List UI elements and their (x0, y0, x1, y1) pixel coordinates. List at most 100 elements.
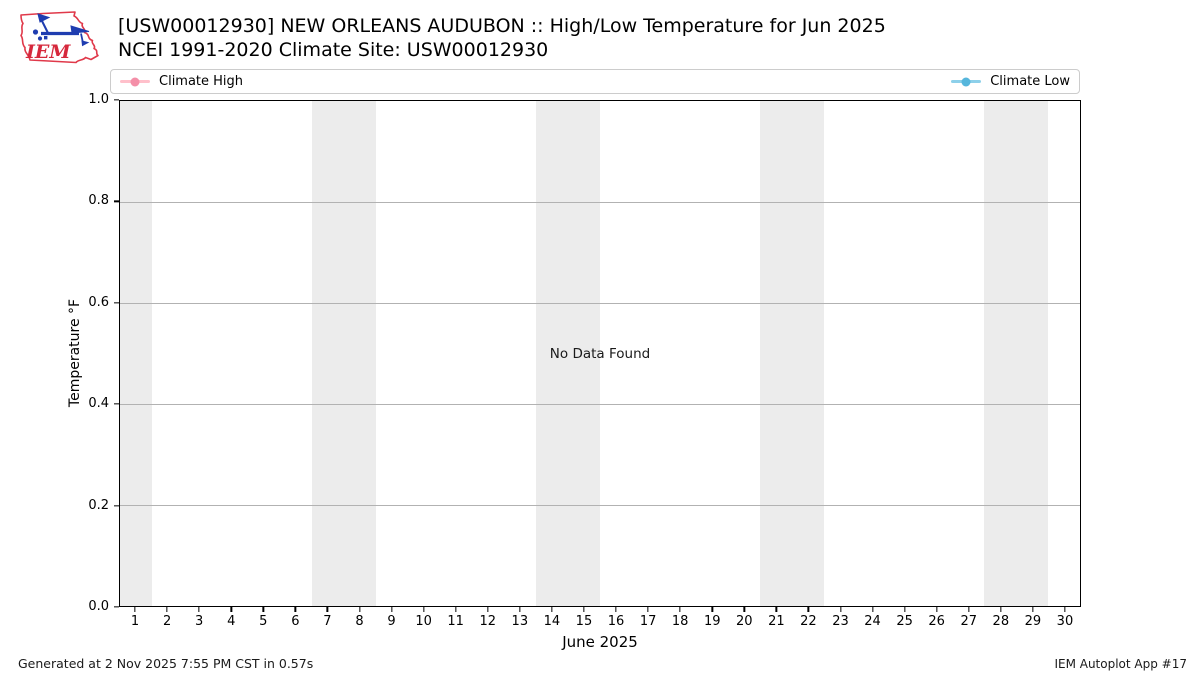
x-tick-label: 7 (323, 614, 332, 629)
y-tick-label: 1.0 (88, 92, 109, 107)
x-axis: 1 2 3 4 5 6 7 8 9 10 11 12 13 14 15 16 17 18 19 20 21 22 23 24 2… (119, 607, 1081, 637)
iowa-outline (20, 11, 99, 64)
x-tick-mark (230, 607, 232, 612)
x-tick-mark (166, 607, 168, 612)
x-tick-mark (134, 607, 136, 612)
iem-logo: IEM (20, 11, 99, 64)
x-tick-label: 9 (387, 614, 396, 629)
x-tick-mark (871, 607, 874, 612)
y-gridline (120, 202, 1080, 203)
x-tick-label: 28 (992, 614, 1010, 629)
x-tick-mark (615, 607, 617, 612)
x-tick-label: 20 (736, 614, 753, 629)
x-tick-label: 15 (575, 614, 593, 629)
x-tick-mark (936, 607, 938, 612)
y-tick-label: 0.4 (88, 396, 109, 412)
x-tick-label: 29 (1024, 614, 1042, 629)
legend-dot-marker-icon (961, 77, 971, 86)
x-tick-label: 27 (960, 614, 978, 629)
weekend-band (120, 101, 152, 606)
x-tick-mark (839, 607, 842, 612)
x-tick-label: 2 (162, 614, 172, 629)
weekend-band (984, 101, 1048, 606)
y-tick-mark (114, 504, 119, 507)
legend-line-marker-icon (120, 77, 150, 86)
x-tick-mark (807, 607, 810, 612)
x-tick-label: 14 (543, 614, 561, 629)
x-tick-label: 25 (896, 614, 913, 629)
x-tick-label: 22 (800, 614, 817, 629)
x-tick-label: 11 (447, 614, 464, 629)
x-tick-label: 24 (864, 614, 881, 629)
legend-line-marker-icon (951, 77, 982, 86)
y-tick-mark (114, 403, 119, 405)
x-tick-label: 19 (703, 614, 721, 629)
x-tick-label: 10 (415, 614, 432, 629)
y-tick-mark (114, 200, 119, 203)
chart-subtitle: NCEI 1991-2020 Climate Site: USW00012930 (118, 39, 549, 61)
x-tick-mark (743, 607, 745, 612)
legend-label: Climate Low (990, 74, 1070, 89)
x-tick-mark (551, 607, 553, 612)
x-tick-mark (647, 607, 649, 612)
y-tick-label: 0.0 (88, 599, 109, 614)
x-tick-mark (968, 607, 970, 612)
x-tick-label: 1 (130, 614, 140, 629)
x-tick-label: 23 (832, 614, 849, 629)
x-tick-mark (198, 607, 200, 612)
y-tick-mark (114, 606, 119, 608)
x-tick-label: 4 (227, 614, 236, 629)
x-axis-label: June 2025 (562, 633, 638, 651)
x-tick-label: 16 (607, 614, 625, 629)
x-tick-mark (583, 607, 585, 612)
x-tick-label: 18 (671, 614, 689, 629)
iem-logo-text: IEM (25, 41, 71, 63)
x-tick-mark (775, 607, 778, 612)
x-tick-mark (358, 607, 361, 612)
legend-label: Climate High (159, 74, 244, 89)
weather-vane-icon (32, 13, 90, 47)
x-tick-label: 17 (639, 614, 657, 629)
x-tick-mark (1064, 607, 1066, 612)
plot-area: No Data Found (119, 100, 1081, 607)
weekend-band (536, 101, 600, 606)
x-tick-mark (679, 607, 681, 612)
x-tick-mark (519, 607, 521, 612)
y-tick-label: 0.2 (88, 497, 109, 513)
x-tick-mark (1000, 607, 1002, 612)
legend-dot-marker-icon (130, 77, 140, 86)
y-gridline (120, 303, 1080, 304)
y-tick-label: 0.8 (88, 193, 109, 209)
x-tick-label: 3 (195, 614, 204, 629)
x-tick-label: 6 (291, 614, 300, 629)
x-tick-mark (390, 607, 393, 612)
legend-item-climate-high: Climate High (120, 74, 243, 89)
app-credit-text: IEM Autoplot App #17 (1054, 657, 1187, 671)
legend: Climate High Climate Low (110, 69, 1080, 94)
y-tick-label: 0.6 (88, 294, 109, 310)
x-tick-label: 13 (511, 614, 529, 629)
x-tick-mark (326, 607, 329, 612)
x-tick-label: 21 (768, 614, 785, 629)
weekend-band (312, 101, 376, 606)
x-tick-label: 8 (355, 614, 364, 629)
x-tick-mark (262, 607, 264, 612)
x-tick-mark (1032, 607, 1034, 612)
y-axis: 0.0 0.2 0.4 0.6 0.8 1.0 (0, 93, 119, 614)
x-tick-label: 26 (928, 614, 945, 629)
chart-title: [USW00012930] NEW ORLEANS AUDUBON :: Hig… (118, 15, 886, 37)
y-gridline (120, 505, 1080, 506)
x-tick-mark (487, 607, 489, 612)
x-tick-mark (711, 607, 713, 612)
generated-at-text: Generated at 2 Nov 2025 7:55 PM CST in 0… (18, 656, 314, 671)
x-tick-label: 5 (259, 614, 268, 629)
y-tick-mark (114, 302, 119, 304)
y-gridline (120, 404, 1080, 405)
x-tick-mark (455, 607, 457, 612)
x-tick-label: 30 (1056, 614, 1074, 629)
x-tick-mark (422, 607, 425, 612)
no-data-message: No Data Found (549, 345, 651, 362)
legend-item-climate-low: Climate Low (951, 74, 1070, 89)
x-tick-mark (294, 607, 297, 612)
y-tick-mark (114, 99, 119, 101)
